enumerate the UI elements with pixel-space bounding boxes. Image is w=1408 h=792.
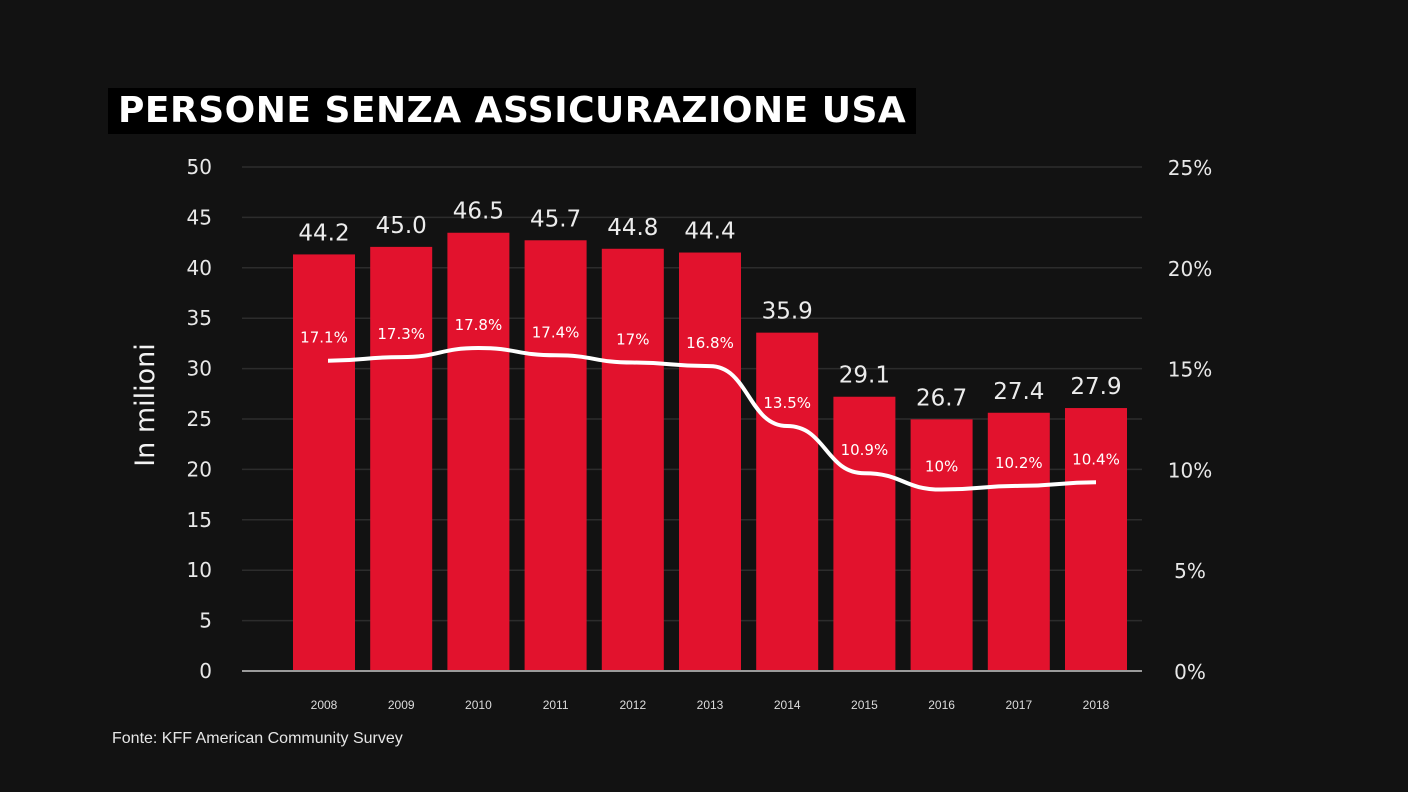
bar-value-label: 45.0 <box>376 213 427 239</box>
bar <box>910 419 973 671</box>
y2-tick-label: 0% <box>1174 660 1206 684</box>
axis-ticks: 0 5 10 15 20 25 30 35 40 45 50 0% 5% 10% 15% 20% 25% 2008… <box>187 155 1213 712</box>
y2-tick-label: 5% <box>1174 559 1206 583</box>
x-tick-label: 2014 <box>774 698 801 712</box>
y-tick-label: 10 <box>187 558 212 582</box>
y2-tick-label: 20% <box>1168 257 1212 281</box>
y2-tick-label: 10% <box>1168 458 1212 482</box>
bar-value-label: 46.5 <box>453 199 504 225</box>
percentage-line-path <box>327 346 1097 492</box>
bar-value-label: 27.9 <box>1070 374 1121 400</box>
x-tick-label: 2016 <box>928 698 955 712</box>
page-title: PERSONE SENZA ASSICURAZIONE USA <box>108 88 917 134</box>
y-tick-label: 45 <box>187 205 212 229</box>
bar-value-label: 26.7 <box>916 385 967 411</box>
x-tick-label: 2009 <box>388 698 415 712</box>
line-value-label: 17% <box>616 331 649 349</box>
bar-value-label: 35.9 <box>762 299 813 325</box>
y-tick-label: 5 <box>199 609 212 633</box>
line-value-label: 10.4% <box>1072 450 1120 468</box>
line-value-label: 17.8% <box>455 316 503 334</box>
bar-value-label: 27.4 <box>993 379 1044 405</box>
y-tick-label: 35 <box>187 306 212 330</box>
line-value-label: 10.2% <box>995 454 1043 472</box>
bar <box>370 246 433 671</box>
y2-tick-label: 15% <box>1168 358 1212 382</box>
y-tick-label: 50 <box>187 155 212 179</box>
x-tick-label: 2011 <box>543 698 569 712</box>
line-value-label: 13.5% <box>763 394 811 412</box>
percentage-line <box>327 346 1097 492</box>
bar <box>447 232 510 671</box>
bar-value-label: 44.8 <box>607 215 658 241</box>
y-tick-label: 30 <box>187 357 212 381</box>
line-value-label: 10.9% <box>841 441 889 459</box>
bar-value-label: 29.1 <box>839 363 890 389</box>
bar <box>524 240 587 672</box>
bar <box>1065 408 1127 671</box>
x-tick-label: 2008 <box>311 698 338 712</box>
bar <box>833 396 896 671</box>
y-tick-label: 20 <box>187 457 212 481</box>
y-tick-label: 40 <box>187 256 212 280</box>
bar-value-label: 45.7 <box>530 206 581 232</box>
bar <box>987 412 1050 671</box>
line-value-label: 16.8% <box>686 334 734 352</box>
y-axis-label: In milioni <box>130 343 161 467</box>
line-value-label: 17.3% <box>377 325 425 343</box>
bars <box>293 232 1127 672</box>
x-tick-label: 2013 <box>697 698 724 712</box>
y-tick-label: 25 <box>187 407 212 431</box>
x-tick-label: 2012 <box>619 698 646 712</box>
y-tick-label: 15 <box>187 508 212 532</box>
bar <box>756 332 819 671</box>
y-tick-label: 0 <box>199 659 212 683</box>
bar-value-label: 44.2 <box>298 220 349 246</box>
line-value-label: 17.1% <box>300 329 348 347</box>
x-tick-label: 2010 <box>465 698 492 712</box>
line-value-label: 10% <box>925 458 958 476</box>
bar <box>293 254 355 672</box>
source-note: Fonte: KFF American Community Survey <box>112 730 403 747</box>
bar <box>679 252 741 671</box>
bar <box>601 248 664 671</box>
bar-value-label: 44.4 <box>684 219 735 245</box>
data-labels: 44.2 45.0 46.5 45.7 44.8 44.4 35.9 29.1 26.7 27.4… <box>298 199 1121 476</box>
y2-tick-label: 25% <box>1168 156 1212 180</box>
line-value-label: 17.4% <box>532 323 580 341</box>
x-tick-label: 2018 <box>1083 698 1110 712</box>
x-tick-label: 2017 <box>1005 698 1032 712</box>
x-tick-label: 2015 <box>851 698 878 712</box>
